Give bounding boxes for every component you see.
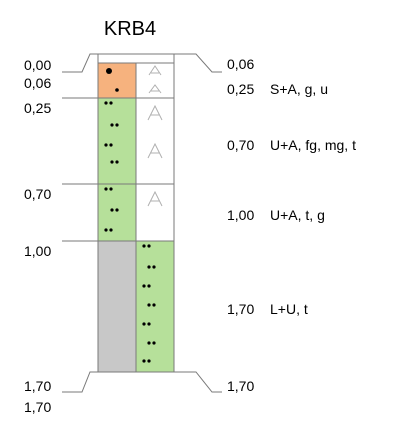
- depth-label-top: 0,00: [24, 57, 51, 73]
- layer-top-cap: [97, 53, 175, 64]
- profile-title: KRB4: [104, 18, 156, 40]
- layer-description-2: U+A, fg, mg, t: [270, 137, 356, 153]
- a-symbol: [147, 104, 163, 121]
- a-symbol: [147, 142, 163, 159]
- dot-large: [106, 68, 112, 74]
- a-symbol: [148, 65, 162, 76]
- right-leaders: [174, 53, 222, 393]
- depth-label-025: 0,25: [24, 100, 51, 116]
- a-symbols: [147, 65, 163, 207]
- layer-3-left: [97, 183, 137, 242]
- depth-label-right-100: 1,00: [227, 207, 254, 223]
- layer-3-right: [135, 183, 175, 242]
- a-symbol: [147, 190, 163, 207]
- depth-label-070: 0,70: [24, 186, 51, 202]
- profile-column: [97, 53, 175, 373]
- layer-1-right: [135, 62, 175, 99]
- layer-2-left: [97, 97, 137, 185]
- layer-4-left: [97, 240, 137, 373]
- depth-label-right-bottom: 1,70: [227, 378, 254, 394]
- depth-label-170a: 1,70: [24, 378, 51, 394]
- depth-label-right-top: 0,06: [227, 56, 254, 72]
- layer-description-4: L+U, t: [270, 301, 308, 317]
- layer-description-3: U+A, t, g: [270, 207, 325, 223]
- dot-small: [115, 88, 119, 92]
- depth-label-right-070: 0,70: [227, 137, 254, 153]
- depth-label-100: 1,00: [24, 243, 51, 259]
- layer-2-right: [135, 97, 175, 185]
- depth-label-right-025: 0,25: [227, 81, 254, 97]
- dot-symbols: [104, 68, 156, 363]
- a-symbol: [148, 84, 162, 94]
- depth-label-170b: 1,70: [24, 399, 51, 415]
- depth-label-006: 0,06: [24, 75, 51, 91]
- right-depth-labels: 0,06 0,25 0,70 1,00 1,70 1,70: [227, 56, 254, 394]
- left-leaders: [62, 53, 98, 393]
- layer-4-right: [135, 240, 175, 373]
- left-depth-labels: 0,00 0,06 0,25 0,70 1,00 1,70 1,70: [24, 57, 51, 415]
- depth-label-right-170: 1,70: [227, 301, 254, 317]
- layer-description-1: S+A, g, u: [270, 81, 328, 97]
- layer-1-left: [97, 62, 137, 99]
- layer-descriptions: S+A, g, u U+A, fg, mg, t U+A, t, g L+U, …: [270, 81, 356, 317]
